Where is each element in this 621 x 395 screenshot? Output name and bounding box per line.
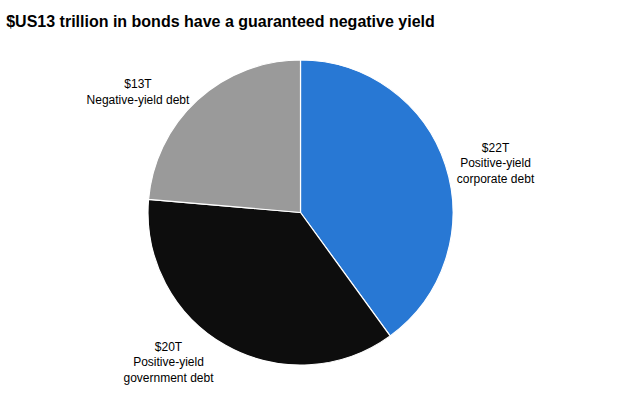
svg-text:$US13 trillion in bonds have a: $US13 trillion in bonds have a guarantee…	[6, 13, 435, 30]
svg-text:$22TPositive-yieldcorporate de: $22TPositive-yieldcorporate debt	[457, 141, 535, 186]
svg-text:$20TPositive-yieldgovernment d: $20TPositive-yieldgovernment debt	[123, 340, 214, 385]
svg-text:$13TNegative-yield debt: $13TNegative-yield debt	[87, 77, 190, 107]
